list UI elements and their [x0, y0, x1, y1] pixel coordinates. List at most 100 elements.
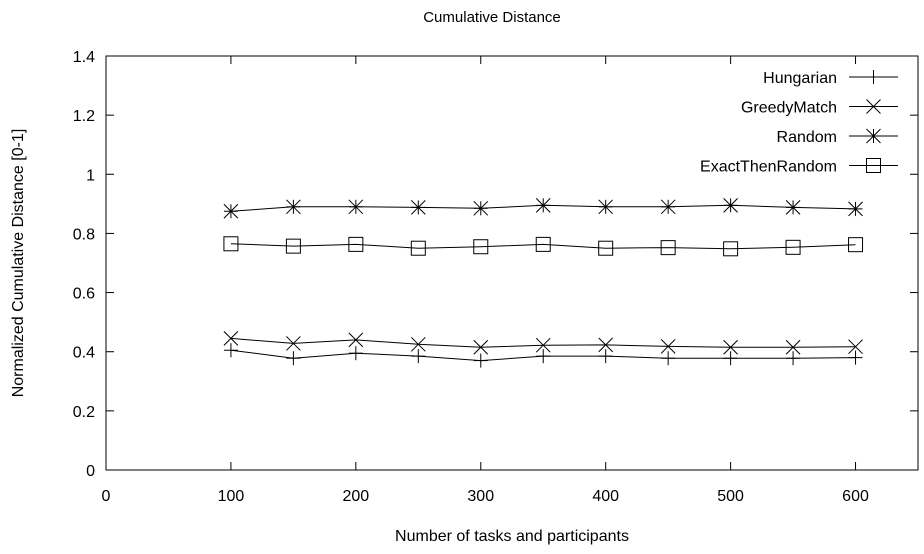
point-random-6-d2 — [598, 199, 614, 215]
point-greedymatch-8-d2 — [723, 339, 738, 355]
series-line-greedymatch — [230, 337, 856, 348]
point-random-9-d2 — [785, 200, 801, 215]
point-greedymatch-9 — [785, 339, 801, 355]
point-greedymatch-2 — [348, 332, 364, 348]
point-random-5 — [535, 197, 551, 213]
point-random-5-d2 — [535, 197, 551, 213]
point-greedymatch-5 — [535, 337, 551, 353]
point-exactthenrandom-4 — [473, 239, 489, 255]
point-greedymatch-4-d2 — [473, 339, 489, 355]
point-exactthenrandom-2 — [348, 236, 364, 252]
point-hungarian-1 — [286, 351, 301, 366]
x-axis-label: Number of tasks and participants — [395, 528, 629, 545]
legend-marker-greedymatch — [866, 99, 881, 114]
point-exactthenrandom-2-box — [348, 236, 364, 252]
legend-label-hungarian: Hungarian — [763, 70, 837, 87]
point-hungarian-10 — [848, 350, 863, 365]
point-random-2 — [348, 199, 364, 215]
series-line-exactthenrandom — [230, 243, 856, 250]
point-hungarian-6 — [598, 349, 613, 364]
x-tick-label-2: 200 — [342, 488, 369, 505]
point-greedymatch-1-d2 — [286, 336, 301, 351]
legend-marker-greedymatch-d2 — [866, 99, 881, 114]
y-tick-label-5: 1 — [86, 167, 95, 184]
legend-marker-exactthenrandom-box — [866, 158, 881, 173]
point-greedymatch-2-d2 — [348, 332, 364, 348]
point-exactthenrandom-9-box — [785, 239, 801, 255]
point-greedymatch-3-d2 — [410, 336, 426, 352]
point-exactthenrandom-5-box — [535, 236, 551, 252]
point-random-7 — [660, 199, 676, 215]
point-exactthenrandom-5 — [535, 236, 551, 252]
x-tick-label-1: 100 — [218, 488, 245, 505]
point-hungarian-9 — [786, 351, 801, 366]
point-random-10-d2 — [848, 201, 863, 217]
point-random-3-d2 — [410, 200, 426, 215]
point-greedymatch-8 — [723, 339, 738, 355]
y-tick-label-2: 0.4 — [73, 345, 95, 362]
y-tick-label-3: 0.6 — [73, 286, 95, 303]
legend-marker-exactthenrandom — [866, 158, 881, 173]
point-exactthenrandom-7 — [660, 240, 676, 256]
point-greedymatch-10-d2 — [848, 339, 863, 355]
point-random-7-d2 — [660, 199, 676, 215]
point-exactthenrandom-10-box — [848, 237, 864, 253]
legend-marker-random-d2 — [866, 128, 881, 144]
point-random-1-d2 — [286, 199, 301, 215]
legend-label-exactthenrandom: ExactThenRandom — [700, 159, 837, 176]
x-tick-label-3: 300 — [467, 488, 494, 505]
point-greedymatch-0 — [223, 331, 239, 346]
y-axis-label: Normalized Cumulative Distance [0-1] — [10, 129, 27, 398]
point-random-1 — [286, 199, 301, 215]
y-tick-label-0: 0 — [86, 463, 95, 480]
point-random-10 — [848, 201, 863, 217]
point-exactthenrandom-4-box — [473, 239, 489, 255]
point-random-3 — [410, 200, 426, 215]
point-hungarian-3 — [411, 349, 426, 364]
point-exactthenrandom-8 — [723, 241, 739, 257]
x-tick-label-4: 400 — [592, 488, 619, 505]
point-exactthenrandom-8-box — [723, 241, 739, 257]
point-hungarian-4 — [473, 353, 488, 368]
point-exactthenrandom-3 — [410, 240, 426, 256]
x-tick-label-6: 600 — [842, 488, 869, 505]
point-exactthenrandom-6 — [598, 240, 614, 256]
point-hungarian-8 — [723, 351, 738, 366]
point-greedymatch-4 — [473, 339, 489, 355]
point-hungarian-0 — [223, 343, 238, 358]
point-hungarian-2 — [348, 346, 363, 361]
point-hungarian-7 — [661, 351, 676, 366]
point-greedymatch-7 — [660, 339, 676, 354]
x-tick-label-5: 500 — [717, 488, 744, 505]
point-random-8 — [723, 197, 738, 213]
point-exactthenrandom-9 — [785, 239, 801, 255]
point-random-4 — [473, 200, 489, 216]
point-exactthenrandom-7-box — [660, 240, 676, 256]
point-greedymatch-1 — [286, 336, 301, 351]
point-random-2-d2 — [348, 199, 364, 215]
point-random-0-d2 — [223, 203, 239, 219]
point-exactthenrandom-6-box — [598, 240, 614, 256]
plot-frame — [105, 55, 919, 471]
point-hungarian-5 — [536, 349, 551, 364]
point-random-4-d2 — [473, 200, 489, 216]
point-exactthenrandom-1 — [285, 238, 301, 254]
y-tick-label-1: 0.2 — [73, 404, 95, 421]
point-greedymatch-5-d2 — [535, 337, 551, 353]
point-greedymatch-9-d2 — [785, 339, 801, 355]
point-exactthenrandom-3-box — [410, 240, 426, 256]
point-random-8-d2 — [723, 197, 738, 213]
x-tick-label-0: 0 — [102, 488, 111, 505]
y-tick-label-4: 0.8 — [73, 226, 95, 243]
point-exactthenrandom-1-box — [285, 238, 301, 254]
y-tick-label-6: 1.2 — [73, 108, 95, 125]
point-greedymatch-10 — [848, 339, 863, 355]
point-greedymatch-6-d2 — [598, 337, 614, 353]
point-random-6 — [598, 199, 614, 215]
point-greedymatch-0-d2 — [223, 331, 239, 346]
y-tick-label-7: 1.4 — [73, 49, 95, 66]
point-greedymatch-7-d2 — [660, 339, 676, 354]
legend-label-greedymatch: GreedyMatch — [741, 100, 837, 117]
point-exactthenrandom-0-box — [223, 236, 239, 252]
